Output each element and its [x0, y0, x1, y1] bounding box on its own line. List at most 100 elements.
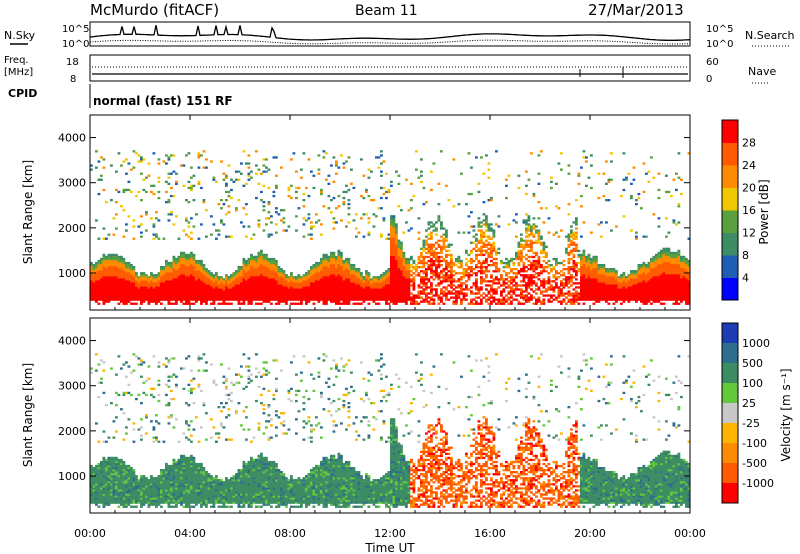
power-cell — [512, 276, 516, 279]
power-cell — [575, 245, 578, 248]
power-cell — [565, 278, 568, 281]
power-cell — [635, 199, 638, 202]
power-cell — [567, 203, 571, 206]
power-cell — [382, 292, 386, 295]
power-cell — [157, 162, 161, 165]
power-cell — [187, 264, 191, 267]
power-cell — [175, 266, 178, 269]
power-cell — [252, 298, 256, 301]
power-cell — [225, 182, 228, 185]
power-cell — [652, 280, 656, 283]
power-cell — [337, 251, 341, 255]
power-cell — [180, 164, 183, 167]
power-cell — [475, 233, 478, 236]
power-cell — [295, 286, 298, 289]
power-cell — [330, 255, 333, 259]
power-cell — [567, 257, 571, 261]
power-cell — [150, 184, 153, 187]
power-cell — [492, 292, 496, 295]
power-cell — [452, 292, 456, 295]
power-cell — [315, 261, 318, 265]
power-cell — [462, 231, 466, 234]
power-cell — [197, 264, 201, 267]
power-cell — [102, 270, 106, 273]
power-cell — [330, 294, 333, 297]
power-cell — [230, 196, 233, 200]
power-cell — [482, 261, 486, 265]
power-cell — [477, 261, 481, 265]
power-cell — [500, 290, 503, 293]
power-cell — [435, 284, 438, 287]
power-cell — [185, 199, 188, 202]
power-cell — [462, 292, 466, 295]
power-cell — [470, 266, 473, 269]
power-cell — [590, 274, 593, 277]
power-cell — [155, 211, 158, 214]
power-cell — [132, 294, 136, 297]
power-cell — [347, 213, 351, 216]
power-cell — [235, 298, 238, 301]
power-cell — [527, 215, 531, 218]
power-cell — [340, 286, 343, 289]
power-cell — [267, 300, 271, 303]
power-cell — [200, 274, 203, 277]
power-cell — [107, 253, 111, 257]
power-cell — [580, 257, 583, 261]
power-cell — [212, 284, 216, 287]
power-cell — [110, 266, 113, 269]
power-cell — [500, 300, 503, 303]
power-cell — [127, 286, 131, 289]
power-cell — [585, 268, 588, 271]
power-cell — [470, 286, 473, 289]
power-cell — [95, 278, 98, 281]
power-cell — [347, 199, 351, 202]
power-cell — [530, 298, 533, 301]
power-cell — [540, 292, 543, 295]
power-cell — [317, 154, 321, 157]
power-cell — [287, 278, 291, 281]
power-cell — [365, 288, 368, 291]
power-cell — [127, 188, 131, 192]
power-cell — [592, 259, 596, 263]
power-cell — [122, 274, 126, 277]
power-cell — [342, 259, 346, 263]
power-cell — [587, 266, 591, 269]
power-cell — [105, 282, 108, 285]
power-cell — [310, 298, 313, 301]
power-cell — [605, 298, 608, 301]
power-cell — [205, 284, 208, 287]
power-cell — [542, 241, 546, 244]
power-cell — [487, 255, 491, 259]
power-cell — [587, 257, 591, 261]
power-cell — [130, 272, 133, 275]
power-cell — [455, 257, 458, 261]
power-cell — [360, 288, 363, 291]
power-cell — [327, 259, 331, 263]
power-cell — [532, 280, 536, 283]
power-cell — [167, 158, 171, 161]
power-cell — [522, 302, 526, 305]
power-cell — [585, 278, 588, 281]
power-cell — [397, 255, 401, 259]
power-cell — [502, 290, 506, 293]
power-cell — [102, 253, 106, 257]
power-cell — [182, 184, 186, 187]
power-cell — [530, 255, 533, 259]
power-cell — [380, 280, 383, 283]
power-cell — [120, 270, 123, 273]
power-cell — [540, 150, 543, 153]
power-cell — [550, 268, 553, 271]
power-cell — [247, 272, 251, 275]
power-cell — [202, 280, 206, 283]
power-cell — [360, 280, 363, 283]
power-cell — [377, 288, 381, 291]
power-cell — [605, 199, 608, 202]
power-cell — [202, 284, 206, 287]
power-cell — [605, 292, 608, 295]
power-cell — [537, 241, 541, 244]
power-cell — [340, 266, 343, 269]
power-cell — [257, 286, 261, 289]
power-cell — [397, 257, 401, 261]
power-cell — [595, 278, 598, 281]
power-cell — [187, 294, 191, 297]
